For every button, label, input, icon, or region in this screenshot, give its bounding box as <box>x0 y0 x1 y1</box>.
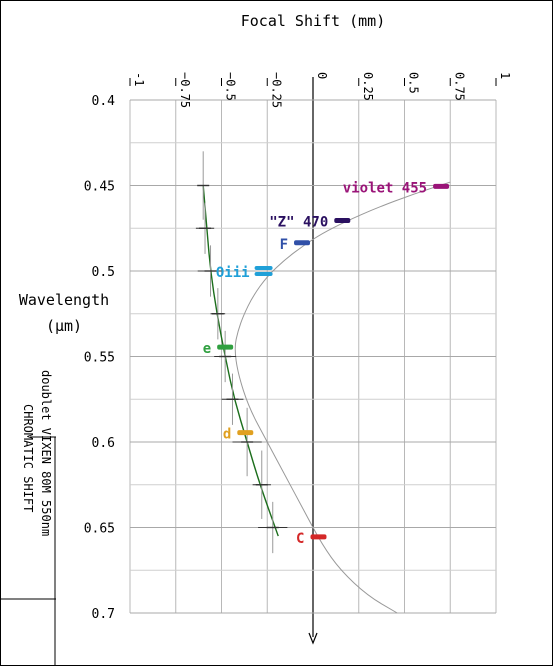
y-tick-label: 0.55 <box>84 351 115 366</box>
y-tick-label: 0.65 <box>84 522 115 537</box>
annotation-label: "Z" 470 <box>269 215 328 231</box>
annotation-marker <box>237 430 254 436</box>
side-caption-line1: doublet VIXEN 80M 550nm <box>39 370 53 536</box>
x-tick-label: −0.25 <box>269 72 283 108</box>
series-layer <box>195 151 451 614</box>
annotation-label: F <box>280 237 288 253</box>
x-tick-label: -1 <box>132 72 146 86</box>
y-tick-label: 0.45 <box>84 180 115 195</box>
grid <box>129 77 497 645</box>
y-tick-label: 0.4 <box>92 94 116 109</box>
annotation-marker <box>334 218 351 224</box>
annotation-label: Oiii <box>216 265 250 281</box>
annotation-marker <box>310 534 327 540</box>
x-ticks: -1 −0.75 −0.5 −0.25 0 0.25 0.5 0.75 1 <box>129 72 512 108</box>
annotation-marker <box>433 183 450 189</box>
x-tick-label: 0 <box>315 72 329 79</box>
y-tick-label: 0.5 <box>92 265 115 280</box>
x-tick-label: 1 <box>498 72 512 79</box>
zero-axis-arrow <box>308 632 318 645</box>
annotation-marker <box>294 240 311 246</box>
x-tick-label: 0.5 <box>407 72 421 94</box>
annotation-label: d <box>223 427 231 443</box>
annotation-layer: violet 455 "Z" 470 F Oiii e d C <box>203 180 450 547</box>
fit-curve <box>202 185 279 537</box>
x-tick-label: −0.5 <box>224 72 238 101</box>
x-tick-label: 0.75 <box>452 72 466 101</box>
annotation-marker <box>254 266 273 270</box>
x-tick-label: 0.25 <box>361 72 375 101</box>
annotation-marker <box>217 344 234 350</box>
y-tick-label: 0.7 <box>92 607 115 622</box>
annotation-marker <box>254 272 273 276</box>
y-axis-title: Wavelength <box>19 291 109 309</box>
side-caption-line2: CHROMATIC SHIFT <box>21 404 35 512</box>
x-axis-title: Focal Shift (mm) <box>241 12 386 30</box>
y-tick-label: 0.6 <box>92 436 115 451</box>
x-tick-label: −0.75 <box>178 72 192 108</box>
design-curve <box>234 181 451 614</box>
y-axis-unit: (μm) <box>46 317 82 335</box>
annotation-label: violet 455 <box>343 180 427 196</box>
annotation-label: C <box>296 531 304 547</box>
y-ticks: 0.4 0.45 0.5 0.55 0.6 0.65 0.7 <box>84 94 115 622</box>
annotation-label: e <box>203 341 211 357</box>
